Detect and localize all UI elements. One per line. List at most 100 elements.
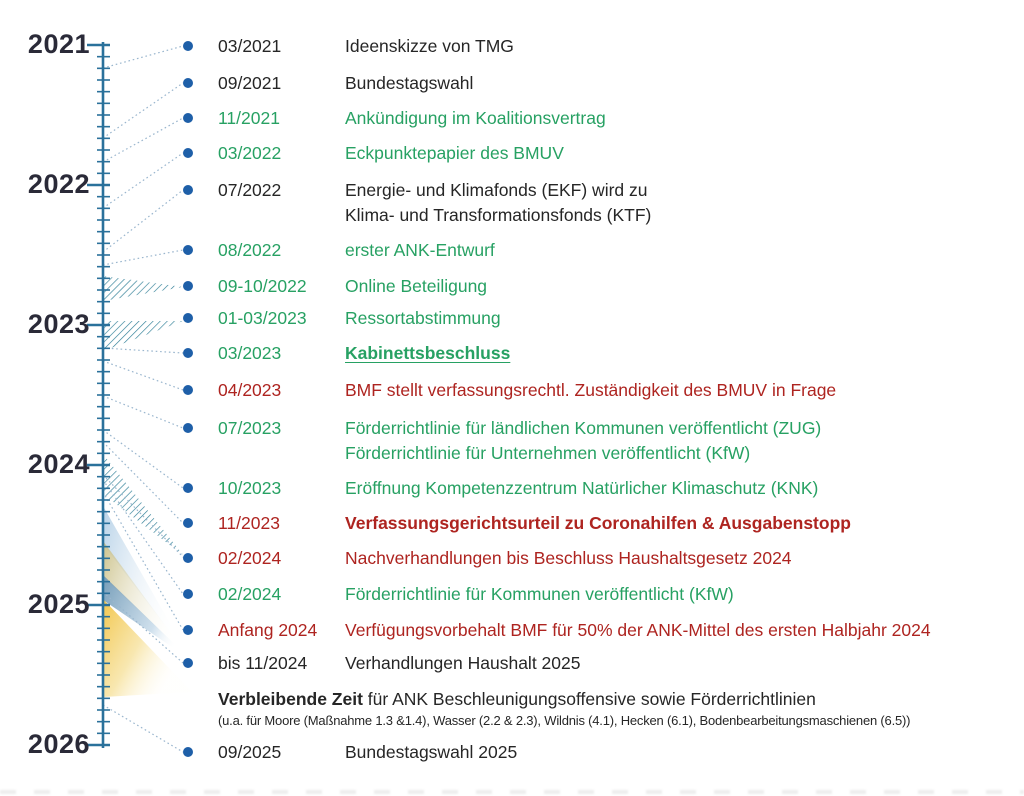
event-description-line: Energie- und Klimafonds (EKF) wird zu [345, 180, 648, 200]
event-dot-icon [183, 747, 193, 757]
timeline-event: 08/2022 erster ANK-Entwurf [0, 238, 1024, 262]
event-dot-icon [183, 518, 193, 528]
timeline-event: 03/2021 Ideenskizze von TMG [0, 34, 1024, 58]
timeline-event: 09-10/2022 Online Beteiligung [0, 274, 1024, 298]
year-label-2026: 2026 [27, 728, 90, 759]
event-description: Verfügungsvorbehalt BMF für 50% der ANK-… [345, 618, 931, 643]
event-date: 10/2023 [218, 478, 282, 498]
timeline-event: 11/2021 Ankündigung im Koalitionsvertrag [0, 106, 1024, 130]
event-description: Nachverhandlungen bis Beschluss Haushalt… [345, 546, 792, 571]
event-date: 03/2021 [218, 36, 282, 56]
bottom-crop-artifact [0, 790, 1024, 794]
event-date: 01-03/2023 [218, 308, 307, 328]
event-connector-line [102, 347, 184, 354]
event-description-line: Kabinettsbeschluss [345, 343, 511, 363]
event-description-line: Bundestagswahl 2025 [345, 742, 518, 762]
year-label-2025: 2025 [27, 588, 90, 619]
event-dot-icon [183, 78, 193, 88]
timeline-axis [87, 42, 110, 748]
event-description-line: Ankündigung im Koalitionsvertrag [345, 108, 606, 128]
event-connector-line [102, 152, 184, 209]
event-description-line: Ressortabstimmung [345, 308, 501, 328]
event-description-line: Förderrichtlinie für ländlichen Kommunen… [345, 418, 822, 438]
event-connector-line [102, 45, 184, 69]
year-label-2023: 2023 [27, 308, 90, 339]
event-dot-icon [183, 553, 193, 563]
timeline-event: 02/2024 Förderrichtlinie für Kommunen ver… [0, 582, 1024, 606]
timeline-event: 10/2023 Eröffnung Kompetenzzentrum Natürl… [0, 476, 1024, 500]
remaining-time-wedge-gold [103, 599, 192, 697]
event-dot-icon [183, 245, 193, 255]
event-date: 07/2022 [218, 180, 282, 200]
event-description: Ankündigung im Koalitionsvertrag [345, 106, 606, 131]
event-description-line: Eröffnung Kompetenzzentrum Natürlicher K… [345, 478, 819, 498]
timeline-event: bis 11/2024 Verhandlungen Haushalt 2025 [0, 651, 1024, 675]
budget-negotiation-wedge-pale [103, 506, 191, 660]
event-description: Eckpunktepapier des BMUV [345, 141, 564, 166]
event-description-line: erster ANK-Entwurf [345, 240, 495, 260]
event-connector-line [102, 591, 184, 664]
event-description: Ressortabstimmung [345, 306, 501, 331]
event-date: 02/2024 [218, 548, 282, 568]
event-description: Verhandlungen Haushalt 2025 [345, 651, 580, 676]
timeline-event: 02/2024 Nachverhandlungen bis Beschluss H… [0, 546, 1024, 570]
event-description: Eröffnung Kompetenzzentrum Natürlicher K… [345, 476, 818, 501]
budget-negotiation-wedge-khaki [103, 541, 191, 660]
event-description-line: BMF stellt verfassungsrechtl. Zuständigk… [345, 380, 837, 400]
timeline-event: 01-03/2023 Ressortabstimmung [0, 306, 1024, 330]
range-wedge-ressortabstimmung [103, 321, 183, 351]
event-description-line: Verfassungsgerichtsurteil zu Coronahilfe… [345, 513, 851, 533]
event-description-line: Eckpunktepapier des BMUV [345, 143, 564, 163]
event-connector-line [102, 474, 185, 559]
event-date: 02/2024 [218, 584, 282, 604]
event-dot-icon [183, 348, 193, 358]
event-dot-icon [183, 589, 193, 599]
event-connector-line [102, 82, 184, 139]
event-connector-line [102, 479, 184, 595]
timeline-event: 03/2022 Eckpunktepapier des BMUV [0, 141, 1024, 165]
event-connector-line [102, 360, 184, 391]
event-description: erster ANK-Entwurf [345, 238, 495, 263]
event-description: Ideenskizze von TMG [345, 34, 514, 59]
event-description-line: Förderrichtlinie für Unternehmen veröffe… [345, 442, 751, 463]
event-description: Verfassungsgerichtsurteil zu Coronahilfe… [345, 511, 851, 536]
event-description-line: Online Beteiligung [345, 276, 488, 296]
event-description: Bundestagswahl 2025 [345, 740, 517, 765]
event-dot-icon [183, 658, 193, 668]
event-date: 09/2025 [218, 742, 282, 762]
event-date: 03/2022 [218, 143, 282, 163]
connector-lines [102, 45, 185, 753]
event-dot-icon [183, 313, 193, 323]
year-label-2024: 2024 [27, 448, 90, 479]
event-dot-icon [183, 281, 193, 291]
timeline-event: Anfang 2024 Verfügungsvorbehalt BMF für 5… [0, 618, 1024, 642]
timeline-event: 04/2023 BMF stellt verfassungsrechtl. Zus… [0, 378, 1024, 402]
event-dot-icon [183, 148, 193, 158]
event-description-line: Verfügungsvorbehalt BMF für 50% der ANK-… [345, 620, 931, 640]
event-connector-line [102, 249, 184, 266]
event-connector-line [102, 491, 184, 631]
remaining-time-title-bold: Verbleibende Zeit [218, 689, 363, 709]
year-label-2021: 2021 [27, 28, 90, 59]
event-date: bis 11/2024 [218, 653, 308, 673]
event-date: 09/2021 [218, 73, 282, 93]
remaining-time-subtext: (u.a. für Moore (Maßnahme 1.3 &1.4), Was… [218, 713, 911, 728]
event-description-line: Klima- und Transformationsfonds (KTF) [345, 204, 652, 225]
range-wedge-nachverhandlungen [103, 454, 184, 556]
event-date: 09-10/2022 [218, 276, 307, 296]
range-wedge-online-beteiligung [103, 276, 183, 301]
event-description: Energie- und Klimafonds (EKF) wird zu Kli… [345, 178, 651, 227]
event-connector-line [102, 189, 184, 253]
event-date: 03/2023 [218, 343, 282, 363]
event-date: Anfang 2024 [218, 620, 318, 640]
event-dot-icon [183, 625, 193, 635]
event-description: Förderrichtlinie für Kommunen veröffentl… [345, 582, 734, 607]
event-connector-line [102, 441, 184, 524]
event-dot-icon [183, 423, 193, 433]
event-date: 08/2022 [218, 240, 282, 260]
event-dot-icon [183, 185, 193, 195]
event-connector-line [102, 395, 184, 429]
event-description: Förderrichtlinie für ländlichen Kommunen… [345, 416, 821, 465]
event-date: 07/2023 [218, 418, 282, 438]
